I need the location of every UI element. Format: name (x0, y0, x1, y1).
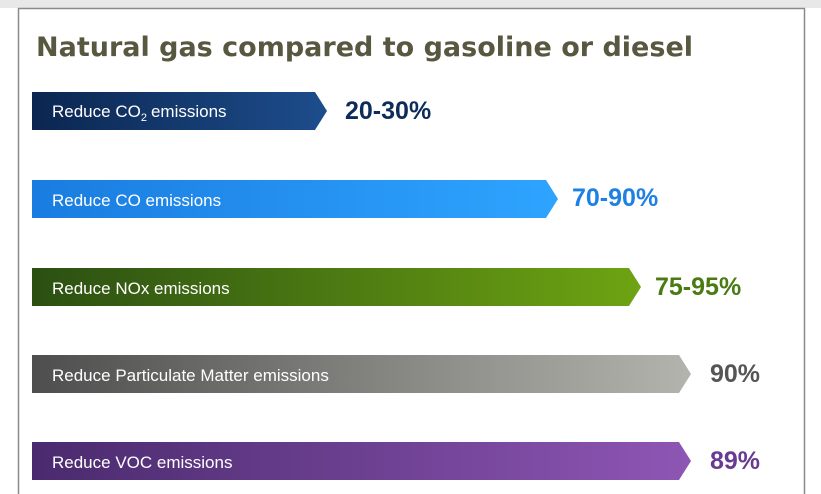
bar-label: Reduce VOC emissions (52, 453, 232, 472)
bar-value: 75-95% (655, 273, 741, 301)
bar (32, 268, 641, 306)
bar-label: Reduce NOx emissions (52, 279, 230, 298)
title: Natural gas compared to gasoline or dies… (36, 32, 693, 63)
bar-value: 89% (710, 447, 760, 475)
bar-label: Reduce Particulate Matter emissions (52, 366, 329, 385)
bar-value: 90% (710, 360, 760, 388)
label-subscript: 2 (141, 112, 147, 124)
label-text: emissions (151, 102, 227, 121)
bar-value: 70-90% (572, 184, 658, 212)
frame (17, 7, 806, 494)
bar-value: 20-30% (345, 97, 431, 125)
top-shadow (0, 0, 821, 8)
label-text: Reduce CO (52, 102, 141, 121)
bar-label: Reduce CO emissions (52, 191, 221, 210)
bar (32, 442, 691, 480)
bar (32, 355, 691, 393)
bar (32, 92, 327, 130)
bar (32, 180, 558, 218)
bar-label: Reduce CO2 emissions (52, 102, 227, 124)
